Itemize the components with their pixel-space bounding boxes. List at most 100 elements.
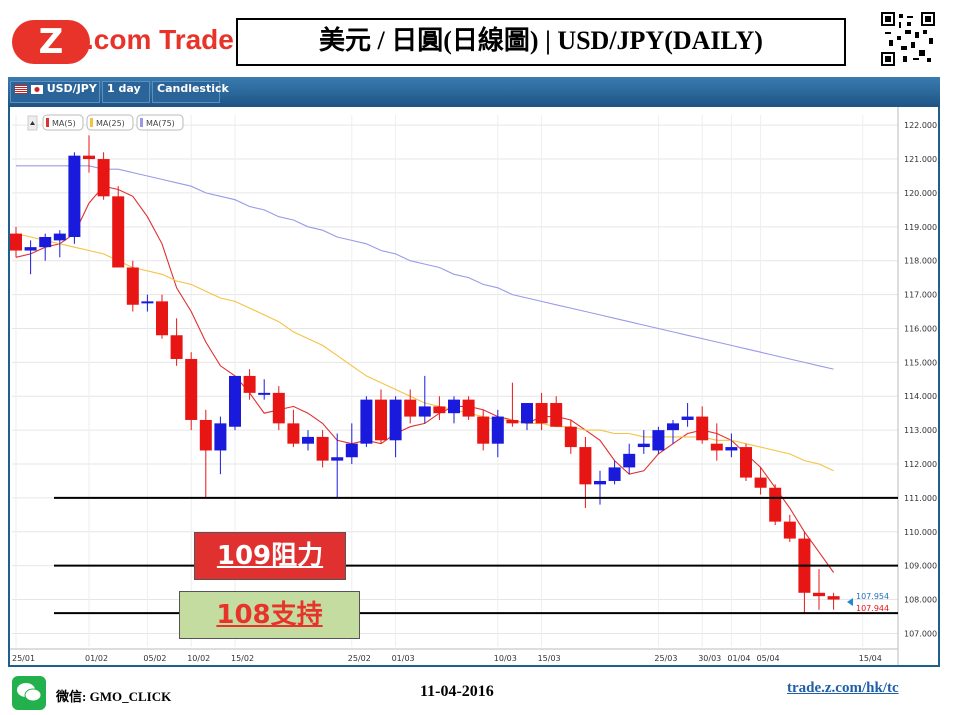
candle-body — [754, 477, 767, 488]
x-tick-label: 25/03 — [654, 654, 677, 663]
interval-selector[interactable]: 1 day — [102, 81, 150, 103]
x-tick-label: 05/02 — [143, 654, 166, 663]
candle-body — [506, 419, 519, 424]
y-tick-label: 114.000 — [904, 392, 937, 401]
candle-body — [258, 392, 271, 395]
candle-body — [813, 592, 825, 597]
candle-body — [710, 443, 723, 451]
price-chart[interactable]: 122.000 121.000 120.000 119.000 118.000 117.0… — [10, 107, 938, 665]
legend-label: MA(25) — [96, 119, 125, 128]
candle-body — [462, 399, 475, 417]
chart-toolbar: USD/JPY 1 day Candlestick — [8, 77, 940, 107]
y-tick-label: 115.000 — [904, 358, 937, 367]
candle-body — [725, 447, 738, 451]
candle-body — [302, 436, 314, 444]
candle-body — [360, 399, 373, 444]
legend-chip — [86, 114, 134, 131]
symbol-label: USD/JPY — [46, 82, 97, 95]
y-tick-label: 109.000 — [904, 562, 937, 571]
chart-window: USD/JPY 1 day Candlestick 122.000 121.000… — [8, 77, 940, 667]
candle-body — [827, 596, 840, 600]
x-tick-label: 30/03 — [698, 654, 721, 663]
jp-flag-icon — [30, 84, 43, 94]
chart-background — [10, 107, 938, 665]
candle-body — [10, 233, 22, 251]
support-annotation: 108支持 — [179, 591, 360, 639]
candle-body — [623, 453, 636, 468]
candle-body — [272, 392, 285, 424]
y-tick-label: 113.000 — [904, 426, 937, 435]
x-tick-label: 25/02 — [348, 654, 371, 663]
y-tick-label: 120.000 — [904, 189, 937, 198]
candle-body — [477, 416, 490, 444]
candle-body — [550, 403, 563, 427]
logo-z-mark: Z — [12, 20, 90, 64]
candle-body — [68, 155, 81, 237]
resistance-annotation: 109阻力 — [194, 532, 346, 580]
candle-body — [214, 423, 227, 451]
x-tick-label: 01/04 — [727, 654, 750, 663]
y-tick-label: 111.000 — [904, 494, 937, 503]
legend-swatch — [46, 118, 49, 127]
candle-body — [53, 233, 66, 241]
candle-body — [769, 487, 782, 522]
x-tick-label: 15/03 — [538, 654, 561, 663]
x-tick-label: 01/02 — [85, 654, 108, 663]
page-title: 美元 / 日圓(日線圖) | USD/JPY(DAILY) — [236, 18, 846, 66]
legend-swatch — [140, 118, 143, 127]
y-tick-label: 121.000 — [904, 155, 937, 164]
candle-body — [783, 521, 796, 539]
x-tick-label: 10/03 — [494, 654, 517, 663]
candle-body — [564, 426, 577, 448]
candle-body — [491, 416, 504, 444]
y-tick-label: 112.000 — [904, 460, 937, 469]
y-tick-label: 119.000 — [904, 223, 937, 232]
x-tick-label: 05/04 — [757, 654, 780, 663]
y-tick-label: 122.000 — [904, 121, 937, 130]
candle-body — [97, 159, 110, 197]
candle-body — [229, 375, 241, 427]
candle-body — [243, 375, 256, 393]
chart-type-selector[interactable]: Candlestick — [152, 81, 229, 103]
symbol-selector[interactable]: USD/JPY — [10, 81, 100, 103]
candle-body — [316, 436, 329, 461]
candle-body — [594, 480, 606, 485]
website-link[interactable]: trade.z.com/hk/tc — [787, 680, 899, 696]
logo-text: .com Trade — [86, 24, 234, 55]
us-flag-icon — [15, 84, 27, 94]
candle-body — [112, 196, 125, 268]
legend-label: MA(75) — [146, 119, 175, 128]
qr-code-icon — [881, 12, 935, 66]
candle-body — [608, 467, 621, 481]
candle-body — [696, 416, 709, 441]
report-date: 11-04-2016 — [420, 683, 494, 700]
candle-body — [404, 399, 417, 417]
candlestick-chart: 122.000 121.000 120.000 119.000 118.000 117.0… — [10, 107, 938, 665]
candle-body — [535, 403, 548, 424]
price-pointer-icon — [847, 598, 853, 606]
candle-body — [156, 301, 168, 336]
legend-chip — [42, 114, 84, 131]
bid-price-label: 107.944 — [856, 604, 889, 613]
candle-body — [652, 430, 665, 451]
y-tick-label: 116.000 — [904, 324, 937, 333]
candle-body — [345, 443, 358, 458]
legend-label: MA(5) — [52, 119, 76, 128]
candle-body — [199, 419, 212, 451]
candle-body — [389, 399, 402, 441]
candle-body — [141, 301, 154, 304]
candle-body — [681, 416, 694, 420]
y-tick-label: 117.000 — [904, 291, 937, 300]
candle-body — [667, 423, 679, 431]
candle-body — [126, 267, 139, 305]
candle-body — [24, 247, 37, 251]
ma-line-3 — [16, 165, 834, 370]
legend-swatch — [90, 118, 93, 127]
candle-body — [39, 236, 52, 248]
candle-body — [433, 406, 446, 414]
wechat-id: 微信: GMO_CLICK — [56, 689, 172, 704]
x-tick-label: 10/02 — [187, 654, 210, 663]
candle-body — [170, 335, 183, 359]
y-tick-label: 108.000 — [904, 596, 937, 605]
candle-body — [375, 399, 387, 441]
